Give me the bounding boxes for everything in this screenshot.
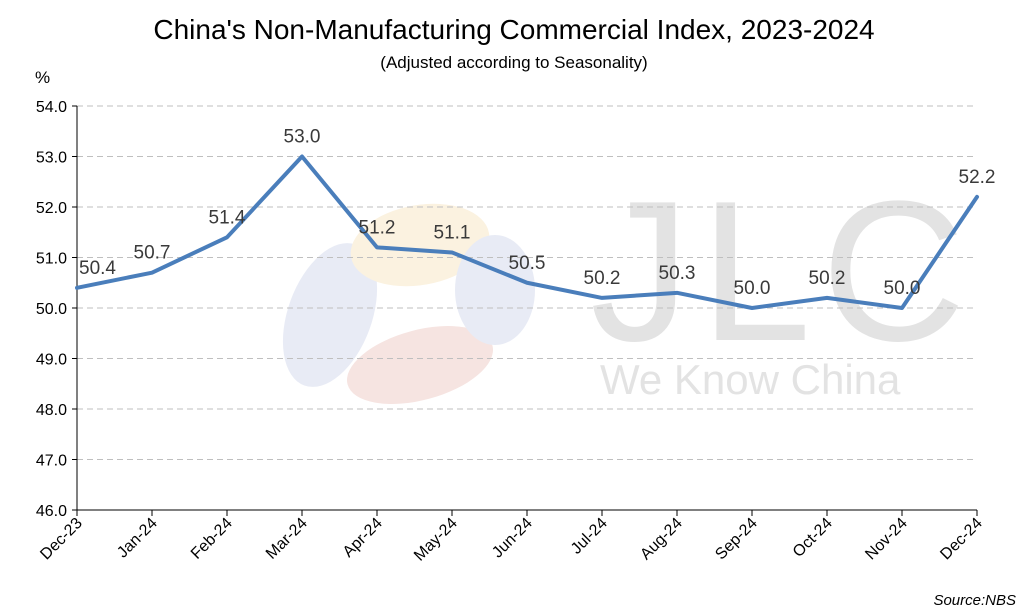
y-tick-label: 46.0 xyxy=(36,503,67,520)
data-label: 50.5 xyxy=(509,253,546,274)
data-label: 53.0 xyxy=(284,127,321,148)
y-tick-label: 51.0 xyxy=(36,251,67,268)
x-tick-label: Mar-24 xyxy=(263,515,311,563)
y-axis-unit: % xyxy=(35,68,51,87)
x-tick-label: Oct-24 xyxy=(790,515,836,561)
y-tick-label: 54.0 xyxy=(36,99,67,116)
y-tick-label: 50.0 xyxy=(36,301,67,318)
source-note: Source:NBS xyxy=(933,592,1016,609)
gridlines xyxy=(77,105,977,460)
x-tick-label: Jul-24 xyxy=(568,515,611,558)
x-tick-label: Jan-24 xyxy=(114,515,161,562)
watermark-tagline: We Know China xyxy=(600,356,901,403)
data-label: 50.0 xyxy=(734,278,771,299)
x-tick-label: Sep-24 xyxy=(712,515,761,564)
x-tick-label: May-24 xyxy=(411,515,461,565)
data-label: 51.2 xyxy=(359,217,396,238)
data-label: 51.1 xyxy=(434,222,471,243)
data-label: 50.3 xyxy=(659,263,696,284)
series-line xyxy=(75,154,979,310)
x-tick-label: Nov-24 xyxy=(862,515,911,564)
data-label: 50.7 xyxy=(134,243,171,264)
data-label: 52.2 xyxy=(959,167,996,188)
data-label: 50.2 xyxy=(584,268,621,289)
data-label: 51.4 xyxy=(209,207,246,228)
y-tick-label: 49.0 xyxy=(36,352,67,369)
y-tick-label: 48.0 xyxy=(36,402,67,419)
chart-title: China's Non-Manufacturing Commercial Ind… xyxy=(153,14,875,45)
x-axis-ticks: Dec-23 Jan-24 Feb-24 Mar-24 Apr-24 May-24 Jun-… xyxy=(37,510,986,565)
watermark-logo-yellow xyxy=(350,203,490,287)
data-labels: 50.4 50.7 51.4 53.0 51.2 51.1 50.5 50.2 50.3 50.0… xyxy=(79,127,995,300)
watermark-logo-blue-right xyxy=(455,235,535,345)
y-axis-ticks: 46.0 47.0 48.0 49.0 50.0 51.0 52.0 53.0 54.0 xyxy=(36,99,77,520)
x-tick-label: Apr-24 xyxy=(340,515,386,561)
watermark-logo-blue xyxy=(282,243,378,387)
data-label: 50.0 xyxy=(884,278,921,299)
watermark-logo-red xyxy=(346,326,494,404)
watermark: JLC We Know China xyxy=(282,160,976,404)
x-tick-label: Aug-24 xyxy=(637,515,686,564)
series-line-group xyxy=(75,154,979,310)
watermark-brand: JLC xyxy=(590,160,976,383)
y-tick-label: 47.0 xyxy=(36,453,67,470)
chart-subtitle: (Adjusted according to Seasonality) xyxy=(380,53,648,72)
x-tick-label: Feb-24 xyxy=(188,515,236,563)
data-label: 50.4 xyxy=(79,258,116,279)
x-tick-label: Dec-23 xyxy=(37,515,86,564)
data-label: 50.2 xyxy=(809,268,846,289)
y-tick-label: 53.0 xyxy=(36,150,67,167)
y-tick-label: 52.0 xyxy=(36,200,67,217)
x-tick-label: Dec-24 xyxy=(937,515,986,564)
x-tick-label: Jun-24 xyxy=(489,515,536,562)
